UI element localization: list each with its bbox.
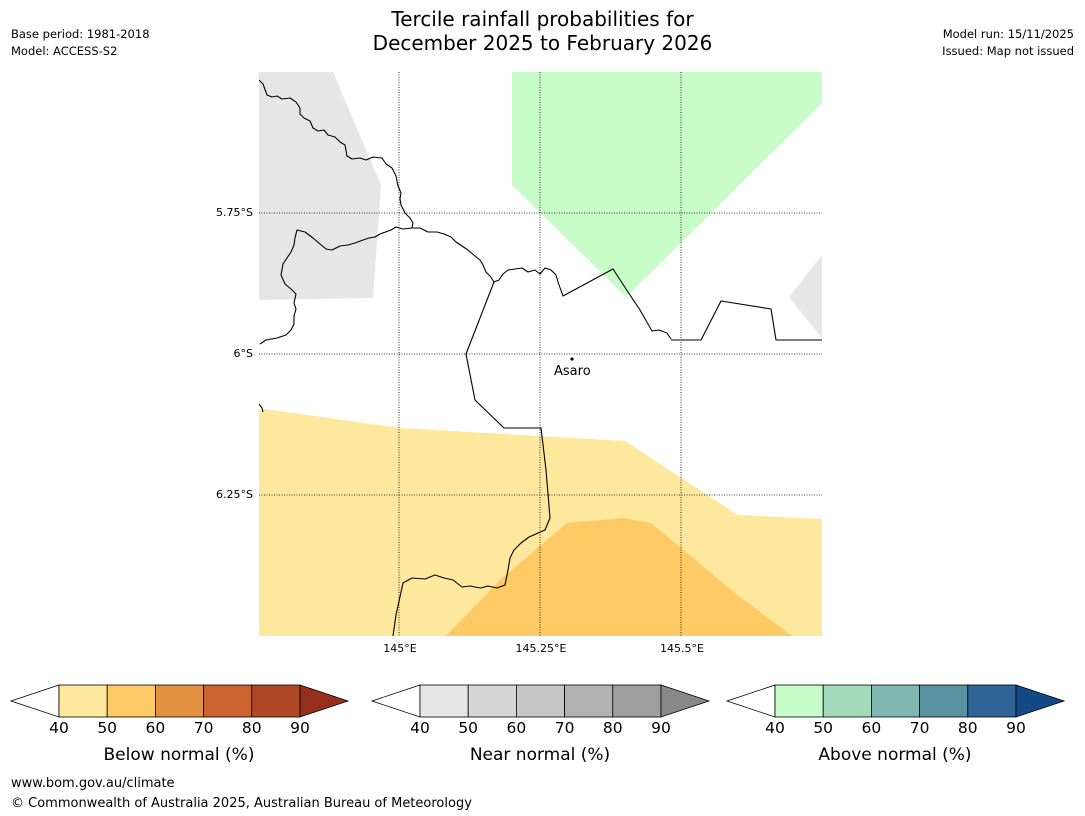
lon-label-145-25: 145.25°E	[515, 642, 567, 655]
colorbar-1-segment-4	[612, 684, 662, 718]
colorbar-2-high-extend	[1015, 684, 1066, 718]
colorbar-1-segment-1	[467, 684, 517, 718]
province-boundaries	[259, 79, 822, 636]
colorbar-1-high-extend	[660, 684, 711, 718]
colorbar-0-segment-0	[58, 684, 108, 718]
tick-above-40: 40	[765, 719, 785, 737]
colorbar-2-segment-4	[967, 684, 1017, 718]
legend-colorbars	[9, 684, 1066, 718]
footer: www.bom.gov.au/climate © Commonwealth of…	[11, 774, 472, 814]
title-line-1: Tercile rainfall probabilities for	[391, 7, 694, 31]
boundary-central-north	[412, 227, 672, 340]
tick-near-60: 60	[506, 719, 527, 737]
boundary-northwest	[259, 79, 414, 229]
legend-title-above-normal: Above normal (%)	[818, 745, 972, 765]
boundary-east	[671, 300, 822, 341]
place-label-asaro: Asaro	[554, 364, 591, 379]
model-run-text: Model run: 15/11/2025	[942, 27, 1074, 41]
boundary-south	[392, 281, 551, 636]
tick-below-80: 80	[241, 719, 262, 737]
below-normal-region-60	[446, 518, 792, 636]
near-normal-region-west	[259, 72, 381, 300]
map-area	[259, 72, 822, 636]
tick-below-40: 40	[49, 719, 69, 737]
boundary-southwest-corner	[259, 403, 264, 413]
colorbar-near-normal	[370, 684, 711, 718]
colorbar-0-segment-1	[106, 684, 156, 718]
colorbar-0-segment-4	[251, 684, 301, 718]
tick-above-70: 70	[909, 719, 930, 737]
legend-title-near-normal: Near normal (%)	[469, 745, 611, 765]
lon-label-145-5: 145.5°E	[660, 642, 704, 655]
colorbar-2-segment-2	[871, 684, 921, 718]
tick-below-70: 70	[193, 719, 214, 737]
lat-label-6-25: 6.25°S	[216, 488, 253, 501]
tick-above-80: 80	[957, 719, 978, 737]
colorbar-0-segment-2	[154, 684, 204, 718]
colorbar-1-segment-3	[564, 684, 614, 718]
colorbar-2-low-extend	[725, 684, 776, 718]
tick-above-90: 90	[1006, 719, 1026, 737]
asaro-marker	[570, 357, 574, 361]
issued-text: Issued: Map not issued	[942, 44, 1074, 58]
colorbar-2-segment-3	[919, 684, 969, 718]
colorbar-below-normal	[9, 684, 350, 718]
title-line-2: December 2025 to February 2026	[372, 31, 713, 55]
tick-near-80: 80	[602, 719, 623, 737]
map-title: Tercile rainfall probabilities for Decem…	[0, 7, 1085, 55]
colorbar-above-normal	[725, 684, 1066, 718]
graticule	[259, 72, 822, 636]
colorbar-2-segment-0	[774, 684, 824, 718]
header-left-meta: Base period: 1981-2018 Model: ACCESS-S2	[11, 26, 150, 60]
footer-copyright: © Commonwealth of Australia 2025, Austra…	[11, 796, 472, 811]
colorbar-0-low-extend	[9, 684, 60, 718]
tick-below-90: 90	[290, 719, 310, 737]
tick-near-90: 90	[651, 719, 671, 737]
colorbar-0-high-extend	[299, 684, 350, 718]
tick-near-50: 50	[458, 719, 479, 737]
colorbar-1-low-extend	[370, 684, 421, 718]
lat-label-6: 6°S	[233, 347, 253, 360]
colorbar-1-segment-2	[516, 684, 566, 718]
lon-label-145: 145°E	[383, 642, 417, 655]
colorbar-0-segment-3	[203, 684, 253, 718]
tick-above-50: 50	[813, 719, 834, 737]
tick-near-40: 40	[410, 719, 430, 737]
header-right-meta: Model run: 15/11/2025 Issued: Map not is…	[942, 26, 1074, 60]
tick-below-50: 50	[97, 719, 118, 737]
legend-title-below-normal: Below normal (%)	[103, 745, 255, 765]
lat-label-5-75: 5.75°S	[216, 206, 253, 219]
near-normal-region-east	[789, 255, 822, 338]
footer-website-link[interactable]: www.bom.gov.au/climate	[11, 776, 175, 791]
tick-near-70: 70	[554, 719, 575, 737]
model-text: Model: ACCESS-S2	[11, 44, 118, 58]
tick-below-60: 60	[145, 719, 166, 737]
colorbar-2-segment-1	[822, 684, 872, 718]
boundary-west-loop	[259, 226, 413, 345]
base-period-text: Base period: 1981-2018	[11, 27, 150, 41]
colorbar-1-segment-0	[419, 684, 469, 718]
map-canvas	[259, 72, 822, 636]
above-normal-region	[512, 72, 822, 297]
tick-above-60: 60	[861, 719, 882, 737]
